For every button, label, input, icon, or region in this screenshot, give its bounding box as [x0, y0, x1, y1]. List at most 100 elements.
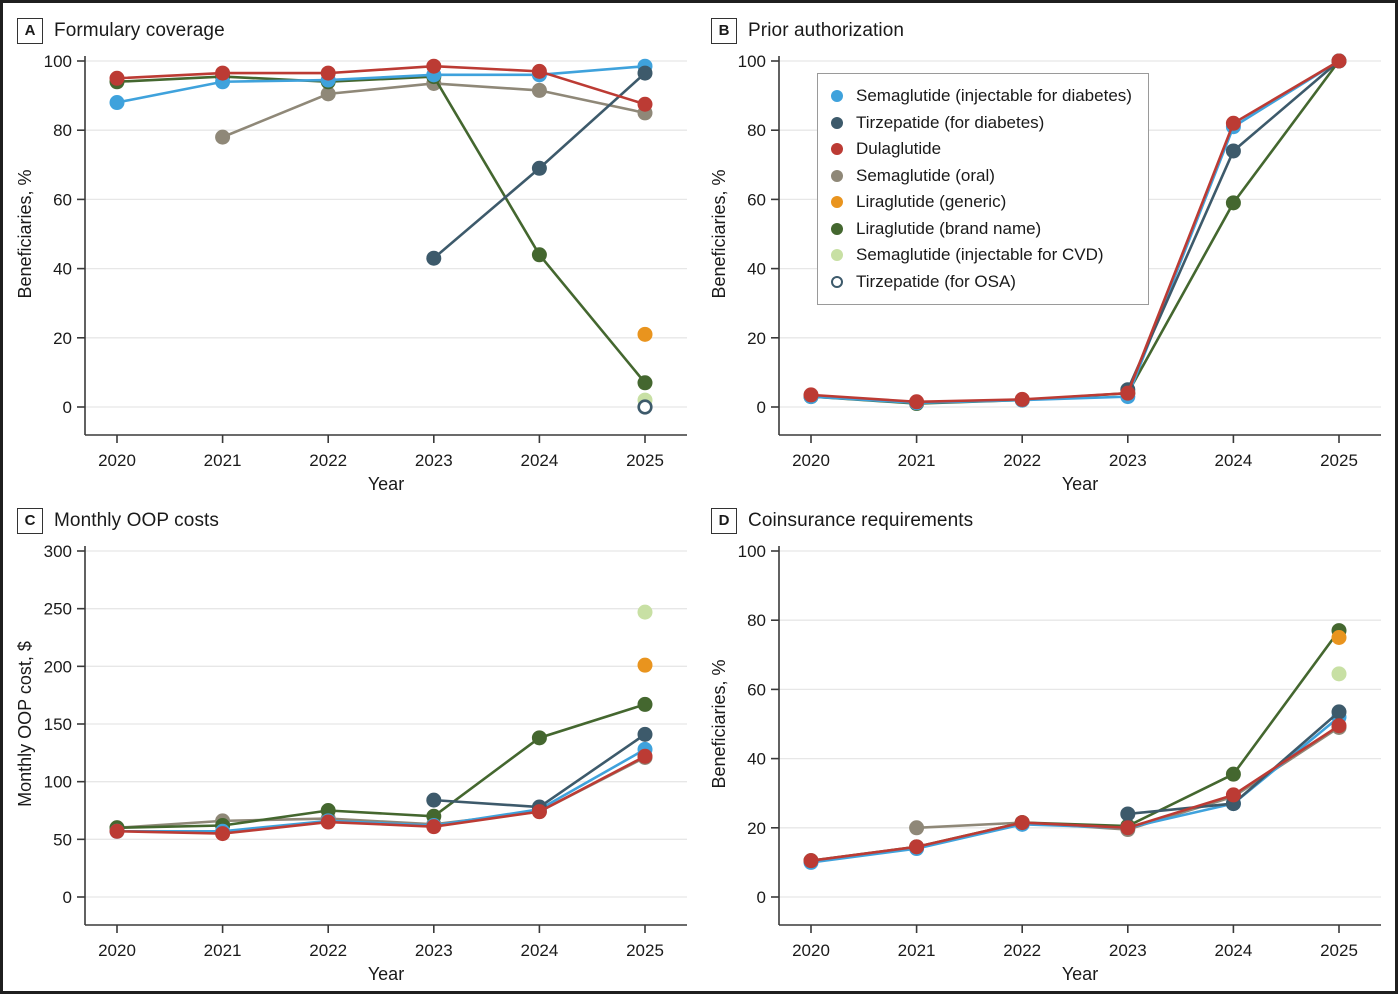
panel-c-title: Monthly OOP costs — [54, 509, 220, 531]
data-point — [1225, 115, 1241, 131]
series-line — [116, 75, 647, 384]
data-point — [320, 86, 336, 102]
data-point — [320, 65, 336, 81]
data-point — [426, 58, 442, 74]
panel-b-header: B Prior authorization — [699, 5, 1393, 45]
data-point — [426, 792, 442, 808]
data-point — [531, 160, 547, 176]
panel-d-letter: D — [711, 507, 737, 534]
data-point — [531, 247, 547, 263]
blue-dot-icon — [831, 90, 843, 102]
legend: Semaglutide (injectable for diabetes) Tir… — [817, 73, 1149, 305]
x-tick-label: 2022 — [1003, 941, 1041, 960]
y-tick-label: 100 — [738, 542, 766, 561]
legend-item-7: Semaglutide (injectable for CVD) — [831, 243, 1132, 267]
series-line — [116, 64, 646, 104]
data-point — [1120, 820, 1136, 836]
legend-item-2: Tirzepatide (for diabetes) — [831, 111, 1132, 135]
y-axis-title: Beneficiaries, % — [709, 659, 729, 788]
x-axis-title: Year — [368, 474, 404, 493]
y-tick-label: 0 — [63, 888, 72, 907]
data-point — [531, 804, 547, 820]
y-tick-label: 150 — [44, 715, 72, 734]
x-tick-label: 2024 — [520, 941, 558, 960]
formulary-coverage-chart: 0 20 40 60 80 100 2020 2021 2022 2023 2024 2025 Year… — [15, 52, 687, 494]
series-line — [116, 64, 646, 106]
y-tick-label: 40 — [53, 260, 72, 279]
y-tick-label: 40 — [747, 260, 766, 279]
data-point — [1225, 787, 1241, 803]
x-tick-label: 2020 — [792, 941, 830, 960]
y-tick-label: 80 — [53, 121, 72, 140]
x-tick-label: 2024 — [1214, 941, 1252, 960]
monthly-oop-costs-chart: 0 50 100 150 200 250 300 2020 2021 2022 2023 2024 20… — [15, 542, 687, 984]
series-line — [116, 703, 646, 830]
legend-item-5: Liraglutide (generic) — [831, 190, 1132, 214]
data-point — [109, 70, 125, 86]
lightgreen-dot-icon — [831, 249, 843, 261]
data-point — [531, 82, 547, 98]
y-axis-title: Monthly OOP cost, $ — [15, 641, 35, 807]
data-point — [320, 803, 336, 818]
y-tick-label: 60 — [747, 190, 766, 209]
data-point — [803, 387, 819, 403]
y-tick-label: 0 — [757, 888, 766, 907]
data-point — [637, 65, 653, 81]
data-point — [109, 823, 125, 839]
legend-label: Dulaglutide — [856, 139, 942, 158]
data-point — [637, 604, 653, 620]
legend-item-6: Liraglutide (brand name) — [831, 217, 1132, 241]
data-point — [1225, 143, 1241, 159]
x-tick-label: 2020 — [792, 451, 830, 470]
legend-label: Liraglutide (brand name) — [856, 218, 1042, 238]
panel-d: D Coinsurance requirements 0 20 40 60 80 100 2… — [699, 495, 1393, 985]
x-tick-label: 2022 — [1003, 451, 1041, 470]
y-tick-label: 20 — [747, 329, 766, 348]
legend-label: Semaglutide (injectable for CVD) — [856, 245, 1104, 264]
data-point — [531, 63, 547, 79]
data-point — [637, 696, 653, 712]
y-axis-title: Beneficiaries, % — [709, 169, 729, 298]
data-point — [426, 250, 442, 266]
data-point — [109, 95, 125, 111]
panel-a: A Formulary coverage 0 20 40 60 80 100 2020 202… — [5, 5, 699, 495]
x-tick-label: 2025 — [626, 451, 664, 470]
x-tick-label: 2025 — [1320, 941, 1358, 960]
series-line — [810, 724, 1340, 862]
y-tick-label: 50 — [53, 830, 72, 849]
data-point — [1331, 53, 1347, 69]
x-axis-title: Year — [1062, 474, 1098, 493]
series-line — [1126, 60, 1340, 391]
panel-a-title: Formulary coverage — [54, 19, 225, 41]
panel-b-letter: B — [711, 17, 737, 44]
data-point — [1331, 630, 1347, 645]
x-tick-label: 2022 — [309, 941, 347, 960]
legend-item-8: Tirzepatide (for OSA) — [831, 270, 1132, 294]
x-tick-label: 2023 — [1109, 941, 1147, 960]
data-point — [637, 399, 653, 415]
data-point — [1014, 815, 1030, 831]
legend-label: Tirzepatide (for OSA) — [856, 271, 1016, 291]
y-tick-label: 200 — [44, 657, 72, 676]
x-tick-label: 2023 — [1109, 451, 1147, 470]
x-tick-label: 2023 — [415, 941, 453, 960]
x-tick-label: 2021 — [898, 941, 936, 960]
data-point — [531, 730, 547, 746]
data-point — [909, 839, 925, 855]
y-tick-label: 250 — [44, 600, 72, 619]
y-tick-label: 40 — [747, 750, 766, 769]
x-tick-label: 2023 — [415, 451, 453, 470]
panel-d-title: Coinsurance requirements — [748, 509, 974, 531]
panel-c: C Monthly OOP costs 0 50 100 150 200 250 300 20… — [5, 495, 699, 985]
panel-b: B Prior authorization 0 20 40 60 80 100 2020 20… — [699, 5, 1393, 495]
x-tick-label: 2020 — [98, 451, 136, 470]
y-tick-label: 60 — [53, 190, 72, 209]
red-dot-icon — [831, 143, 843, 155]
x-tick-label: 2021 — [204, 451, 242, 470]
x-tick-label: 2020 — [98, 941, 136, 960]
x-tick-label: 2021 — [204, 941, 242, 960]
legend-label: Semaglutide (injectable for diabetes) — [856, 86, 1132, 105]
orange-dot-icon — [831, 196, 843, 208]
data-point — [1331, 704, 1347, 720]
